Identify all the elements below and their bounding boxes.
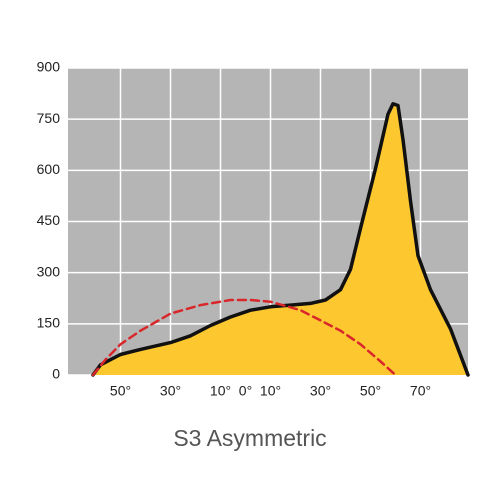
x-tick-label: 10° xyxy=(260,383,281,399)
x-tick-label: 30° xyxy=(310,383,331,399)
x-tick-label: 30° xyxy=(160,383,181,399)
y-tick-label: 450 xyxy=(37,212,61,228)
y-tick-label: 750 xyxy=(37,110,61,126)
line xyxy=(91,298,397,377)
y-tick-label: 0 xyxy=(52,366,60,382)
x-tick-label: 50° xyxy=(360,383,381,399)
x-tick-label: 50° xyxy=(110,383,131,399)
area xyxy=(91,102,470,377)
y-tick-label: 150 xyxy=(37,315,61,331)
y-tick-label: 600 xyxy=(37,161,61,177)
y-tick-label: 900 xyxy=(37,59,61,75)
y-tick-label: 300 xyxy=(37,263,61,279)
x-tick-label: 70° xyxy=(410,383,431,399)
x-tick-label: 0° xyxy=(239,383,252,399)
x-tick-label: 10° xyxy=(210,383,231,399)
chart-title: S3 Asymmetric xyxy=(173,425,326,451)
